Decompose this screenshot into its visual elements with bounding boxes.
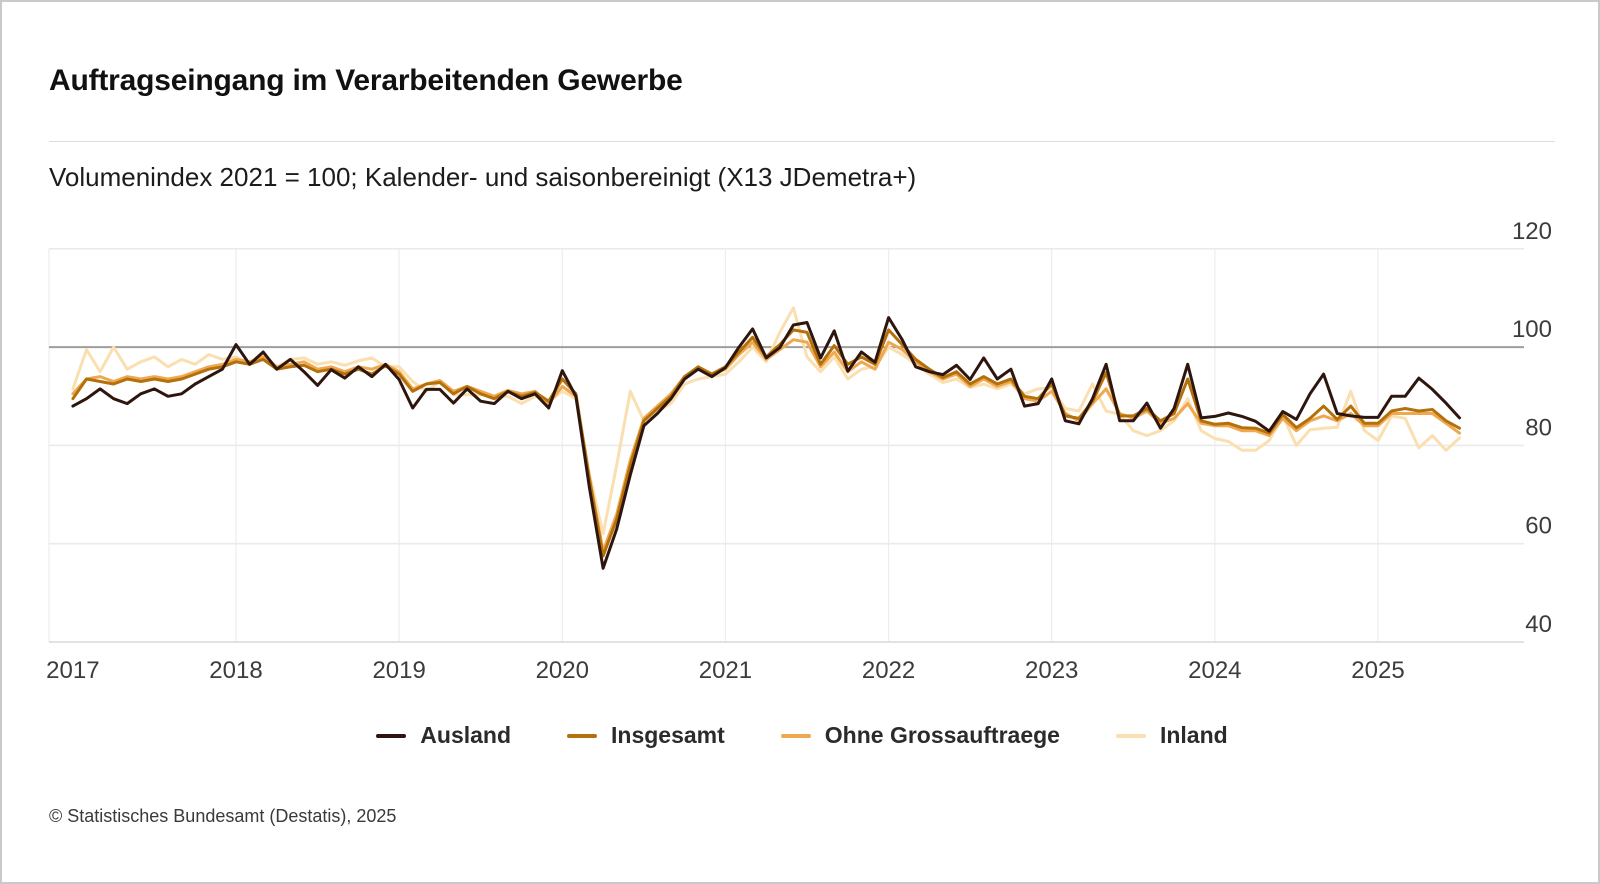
legend-swatch-inland — [1115, 733, 1146, 738]
legend-item-ausland[interactable]: Ausland — [376, 722, 511, 749]
legend-swatch-insgesamt — [567, 733, 598, 738]
svg-text:40: 40 — [1525, 611, 1552, 638]
svg-text:2021: 2021 — [699, 657, 752, 684]
page-title: Auftragseingang im Verarbeitenden Gewerb… — [49, 64, 683, 98]
svg-text:2018: 2018 — [209, 657, 262, 684]
copyright-note: © Statistisches Bundesamt (Destatis), 20… — [49, 806, 397, 826]
legend-label-inland: Inland — [1159, 722, 1228, 748]
svg-text:80: 80 — [1525, 414, 1552, 441]
svg-text:60: 60 — [1525, 513, 1552, 540]
svg-text:2025: 2025 — [1351, 657, 1404, 684]
legend-item-insgesamt[interactable]: Insgesamt — [567, 722, 725, 749]
legend-item-inland[interactable]: Inland — [1115, 722, 1228, 749]
svg-text:120: 120 — [1512, 218, 1552, 245]
svg-text:2022: 2022 — [862, 657, 915, 684]
svg-text:2019: 2019 — [372, 657, 425, 684]
svg-text:2024: 2024 — [1188, 657, 1241, 684]
svg-text:2023: 2023 — [1025, 657, 1078, 684]
legend-label-ohne-grossauftraege: Ohne Grossauftraege — [824, 722, 1060, 748]
legend-swatch-ohne-grossauftraege — [780, 733, 811, 738]
legend-label-insgesamt: Insgesamt — [611, 722, 725, 748]
legend-label-ausland: Ausland — [420, 722, 512, 748]
chart-subtitle: Volumenindex 2021 = 100; Kalender- und s… — [49, 162, 917, 192]
svg-text:100: 100 — [1512, 316, 1552, 343]
legend-swatch-ausland — [376, 733, 407, 738]
svg-text:2017: 2017 — [46, 657, 99, 684]
svg-text:2020: 2020 — [536, 657, 589, 684]
chart-legend: Ausland Insgesamt Ohne Grossauftraege In… — [2, 722, 1598, 749]
legend-item-ohne-grossauftraege[interactable]: Ohne Grossauftraege — [780, 722, 1060, 749]
title-divider — [49, 141, 1555, 142]
